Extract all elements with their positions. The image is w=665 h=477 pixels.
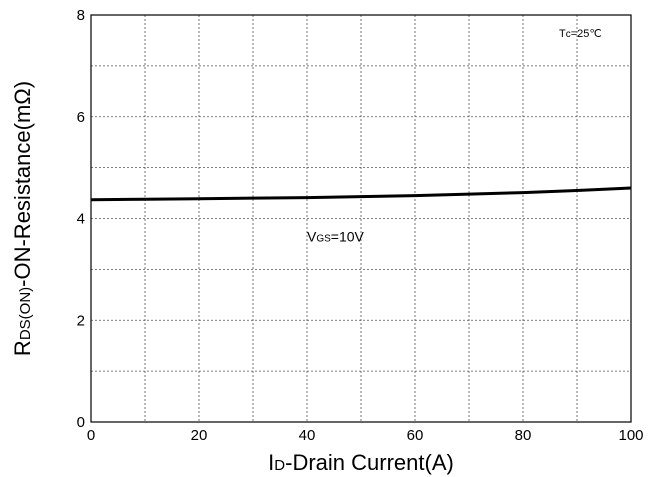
y-tick-label: 0 [77, 414, 85, 431]
y-tick-labels: 0 2 4 6 8 [77, 7, 85, 431]
x-axis-label: ID-Drain Current(A) [268, 450, 454, 475]
grid-lines [91, 15, 631, 422]
x-tick-label: 40 [299, 427, 316, 444]
x-tick-label: 80 [515, 427, 532, 444]
y-tick-label: 2 [77, 312, 85, 329]
y-tick-label: 6 [77, 109, 85, 126]
series-line-vgs-10v [90, 186, 632, 202]
y-axis-label: RDS(ON)-ON-Resistance(mΩ) [10, 81, 35, 356]
series-label: VGS=10V [307, 228, 365, 244]
x-tick-label: 60 [407, 427, 424, 444]
y-tick-label: 4 [77, 211, 85, 228]
x-tick-labels: 0 20 40 60 80 100 [87, 427, 644, 444]
x-tick-label: 100 [618, 427, 643, 444]
x-tick-label: 20 [191, 427, 208, 444]
plot-frame [90, 14, 632, 423]
x-tick-label: 0 [87, 427, 95, 444]
condition-label: Tc=25℃ [559, 28, 602, 40]
y-tick-label: 8 [77, 7, 85, 24]
